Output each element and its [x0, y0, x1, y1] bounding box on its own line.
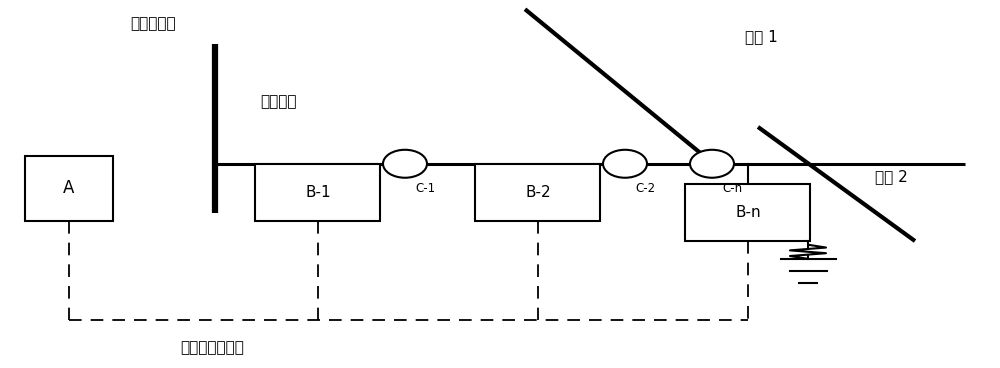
- Text: C-1: C-1: [415, 182, 435, 195]
- Text: 分支 2: 分支 2: [875, 169, 908, 184]
- Bar: [685, 184, 810, 241]
- Ellipse shape: [690, 150, 734, 178]
- Text: B-n: B-n: [735, 205, 761, 220]
- Text: A: A: [63, 180, 75, 197]
- Text: B-2: B-2: [525, 185, 551, 199]
- Text: 移动通信或光纤: 移动通信或光纤: [180, 340, 244, 355]
- Text: 分支 1: 分支 1: [745, 29, 778, 44]
- Text: C-n: C-n: [722, 182, 742, 195]
- Ellipse shape: [383, 150, 427, 178]
- Text: B-1: B-1: [305, 185, 331, 199]
- Bar: [475, 164, 600, 221]
- Ellipse shape: [603, 150, 647, 178]
- Text: 架空线路: 架空线路: [260, 94, 296, 109]
- Text: 变电站母线: 变电站母线: [130, 17, 176, 31]
- Text: C-2: C-2: [635, 182, 655, 195]
- Bar: [255, 164, 380, 221]
- Bar: [25, 156, 113, 221]
